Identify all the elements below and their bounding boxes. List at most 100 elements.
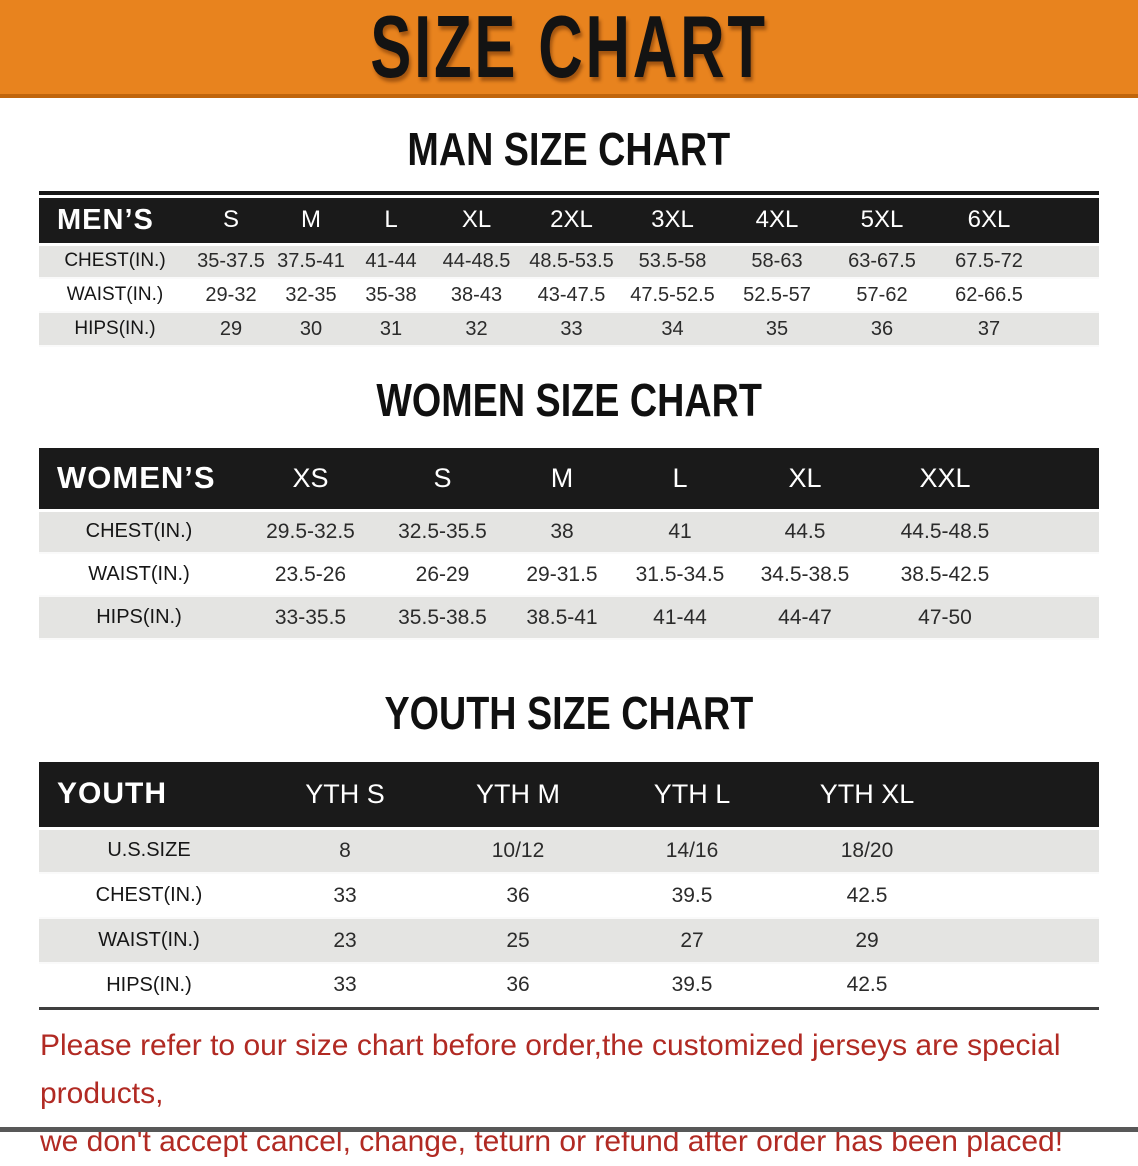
size-col-header: YTH XL: [779, 762, 955, 830]
size-value-cell: 35: [724, 312, 830, 347]
men-size-table-wrapper: MEN’S S M L XL 2XL 3XL 4XL 5XL 6XL CHEST…: [39, 191, 1099, 347]
size-col-header: XXL: [871, 448, 1019, 512]
size-value-cell: 14/16: [605, 828, 779, 874]
size-value-cell: 25: [431, 918, 605, 964]
disclaimer-line-2: we don't accept cancel, change, teturn o…: [40, 1124, 1064, 1158]
size-value-cell: 42.5: [779, 873, 955, 919]
size-col-header: L: [351, 198, 431, 246]
women-size-table: WOMEN’S XS S M L XL XXL CHEST(IN.) 29.5-…: [39, 448, 1099, 640]
size-value-cell: 31: [351, 312, 431, 347]
size-col-header: XL: [431, 198, 522, 246]
size-value-cell: 34: [621, 312, 724, 347]
men-waist-row: WAIST(IN.) 29-32 32-35 35-38 38-43 43-47…: [39, 278, 1099, 313]
disclaimer-note: Please refer to our size chart before or…: [40, 1022, 1110, 1166]
size-chart-banner: SIZE CHART: [0, 0, 1138, 98]
women-size-chart-heading-text: WOMEN SIZE CHART: [376, 374, 762, 426]
measure-row-label: CHEST(IN.): [39, 510, 239, 554]
size-value-cell: 32.5-35.5: [382, 510, 503, 554]
size-value-cell: 44-48.5: [431, 244, 522, 279]
man-size-chart-heading-text: MAN SIZE CHART: [407, 123, 731, 175]
size-value-cell: 52.5-57: [724, 278, 830, 313]
youth-chest-row: CHEST(IN.) 33 36 39.5 42.5: [39, 873, 1099, 919]
men-size-table: MEN’S S M L XL 2XL 3XL 4XL 5XL 6XL CHEST…: [39, 198, 1099, 347]
women-hips-row: HIPS(IN.) 33-35.5 35.5-38.5 38.5-41 41-4…: [39, 596, 1099, 640]
size-value-cell: 29: [191, 312, 271, 347]
row-spacer: [1044, 244, 1099, 279]
women-size-table-wrapper: WOMEN’S XS S M L XL XXL CHEST(IN.) 29.5-…: [39, 448, 1099, 640]
size-value-cell: 44-47: [739, 596, 871, 640]
size-value-cell: 38.5-42.5: [871, 553, 1019, 597]
measure-row-label: HIPS(IN.): [39, 312, 191, 347]
size-value-cell: 36: [830, 312, 934, 347]
size-value-cell: 42.5: [779, 963, 955, 1009]
youth-hips-row: HIPS(IN.) 33 36 39.5 42.5: [39, 963, 1099, 1009]
size-value-cell: 36: [431, 873, 605, 919]
women-table-title: WOMEN’S: [39, 448, 239, 512]
size-value-cell: 38-43: [431, 278, 522, 313]
size-value-cell: 23.5-26: [239, 553, 382, 597]
size-col-header: 4XL: [724, 198, 830, 246]
size-col-header: XS: [239, 448, 382, 512]
size-col-header: S: [382, 448, 503, 512]
youth-waist-row: WAIST(IN.) 23 25 27 29: [39, 918, 1099, 964]
size-value-cell: 10/12: [431, 828, 605, 874]
header-spacer: [955, 762, 1099, 830]
size-col-header: 3XL: [621, 198, 724, 246]
size-value-cell: 39.5: [605, 873, 779, 919]
size-value-cell: 63-67.5: [830, 244, 934, 279]
size-value-cell: 58-63: [724, 244, 830, 279]
youth-header-row: YOUTH YTH S YTH M YTH L YTH XL: [39, 762, 1099, 830]
banner-title: SIZE CHART: [370, 0, 768, 96]
size-value-cell: 36: [431, 963, 605, 1009]
men-hips-row: HIPS(IN.) 29 30 31 32 33 34 35 36 37: [39, 312, 1099, 347]
size-col-header: 2XL: [522, 198, 621, 246]
size-value-cell: 34.5-38.5: [739, 553, 871, 597]
row-spacer: [1019, 596, 1099, 640]
size-value-cell: 33: [259, 963, 431, 1009]
size-value-cell: 48.5-53.5: [522, 244, 621, 279]
women-size-chart-heading: WOMEN SIZE CHART: [0, 375, 1138, 425]
size-value-cell: 41-44: [351, 244, 431, 279]
measure-row-label: U.S.SIZE: [39, 828, 259, 874]
size-value-cell: 31.5-34.5: [621, 553, 739, 597]
measure-row-label: WAIST(IN.): [39, 278, 191, 313]
row-spacer: [1019, 553, 1099, 597]
youth-table-title: YOUTH: [39, 762, 259, 830]
size-value-cell: 8: [259, 828, 431, 874]
size-value-cell: 29-32: [191, 278, 271, 313]
size-value-cell: 33-35.5: [239, 596, 382, 640]
size-value-cell: 41: [621, 510, 739, 554]
size-value-cell: 47-50: [871, 596, 1019, 640]
size-col-header: S: [191, 198, 271, 246]
size-value-cell: 62-66.5: [934, 278, 1044, 313]
size-value-cell: 37.5-41: [271, 244, 351, 279]
row-spacer: [1019, 510, 1099, 554]
size-value-cell: 57-62: [830, 278, 934, 313]
row-spacer: [1044, 278, 1099, 313]
size-value-cell: 27: [605, 918, 779, 964]
women-waist-row: WAIST(IN.) 23.5-26 26-29 29-31.5 31.5-34…: [39, 553, 1099, 597]
size-col-header: YTH L: [605, 762, 779, 830]
size-value-cell: 37: [934, 312, 1044, 347]
measure-row-label: WAIST(IN.): [39, 918, 259, 964]
size-col-header: M: [271, 198, 351, 246]
size-value-cell: 35-38: [351, 278, 431, 313]
measure-row-label: HIPS(IN.): [39, 963, 259, 1009]
men-chest-row: CHEST(IN.) 35-37.5 37.5-41 41-44 44-48.5…: [39, 244, 1099, 279]
women-chest-row: CHEST(IN.) 29.5-32.5 32.5-35.5 38 41 44.…: [39, 510, 1099, 554]
disclaimer-line-1: Please refer to our size chart before or…: [40, 1028, 1061, 1110]
size-col-header: L: [621, 448, 739, 512]
measure-row-label: CHEST(IN.): [39, 244, 191, 279]
men-header-row: MEN’S S M L XL 2XL 3XL 4XL 5XL 6XL: [39, 198, 1099, 246]
size-value-cell: 32-35: [271, 278, 351, 313]
size-col-header: YTH M: [431, 762, 605, 830]
size-value-cell: 39.5: [605, 963, 779, 1009]
row-spacer: [955, 828, 1099, 874]
youth-ussize-row: U.S.SIZE 8 10/12 14/16 18/20: [39, 828, 1099, 874]
measure-row-label: WAIST(IN.): [39, 553, 239, 597]
women-header-row: WOMEN’S XS S M L XL XXL: [39, 448, 1099, 512]
size-value-cell: 32: [431, 312, 522, 347]
header-spacer: [1019, 448, 1099, 512]
row-spacer: [955, 963, 1099, 1009]
size-value-cell: 35-37.5: [191, 244, 271, 279]
